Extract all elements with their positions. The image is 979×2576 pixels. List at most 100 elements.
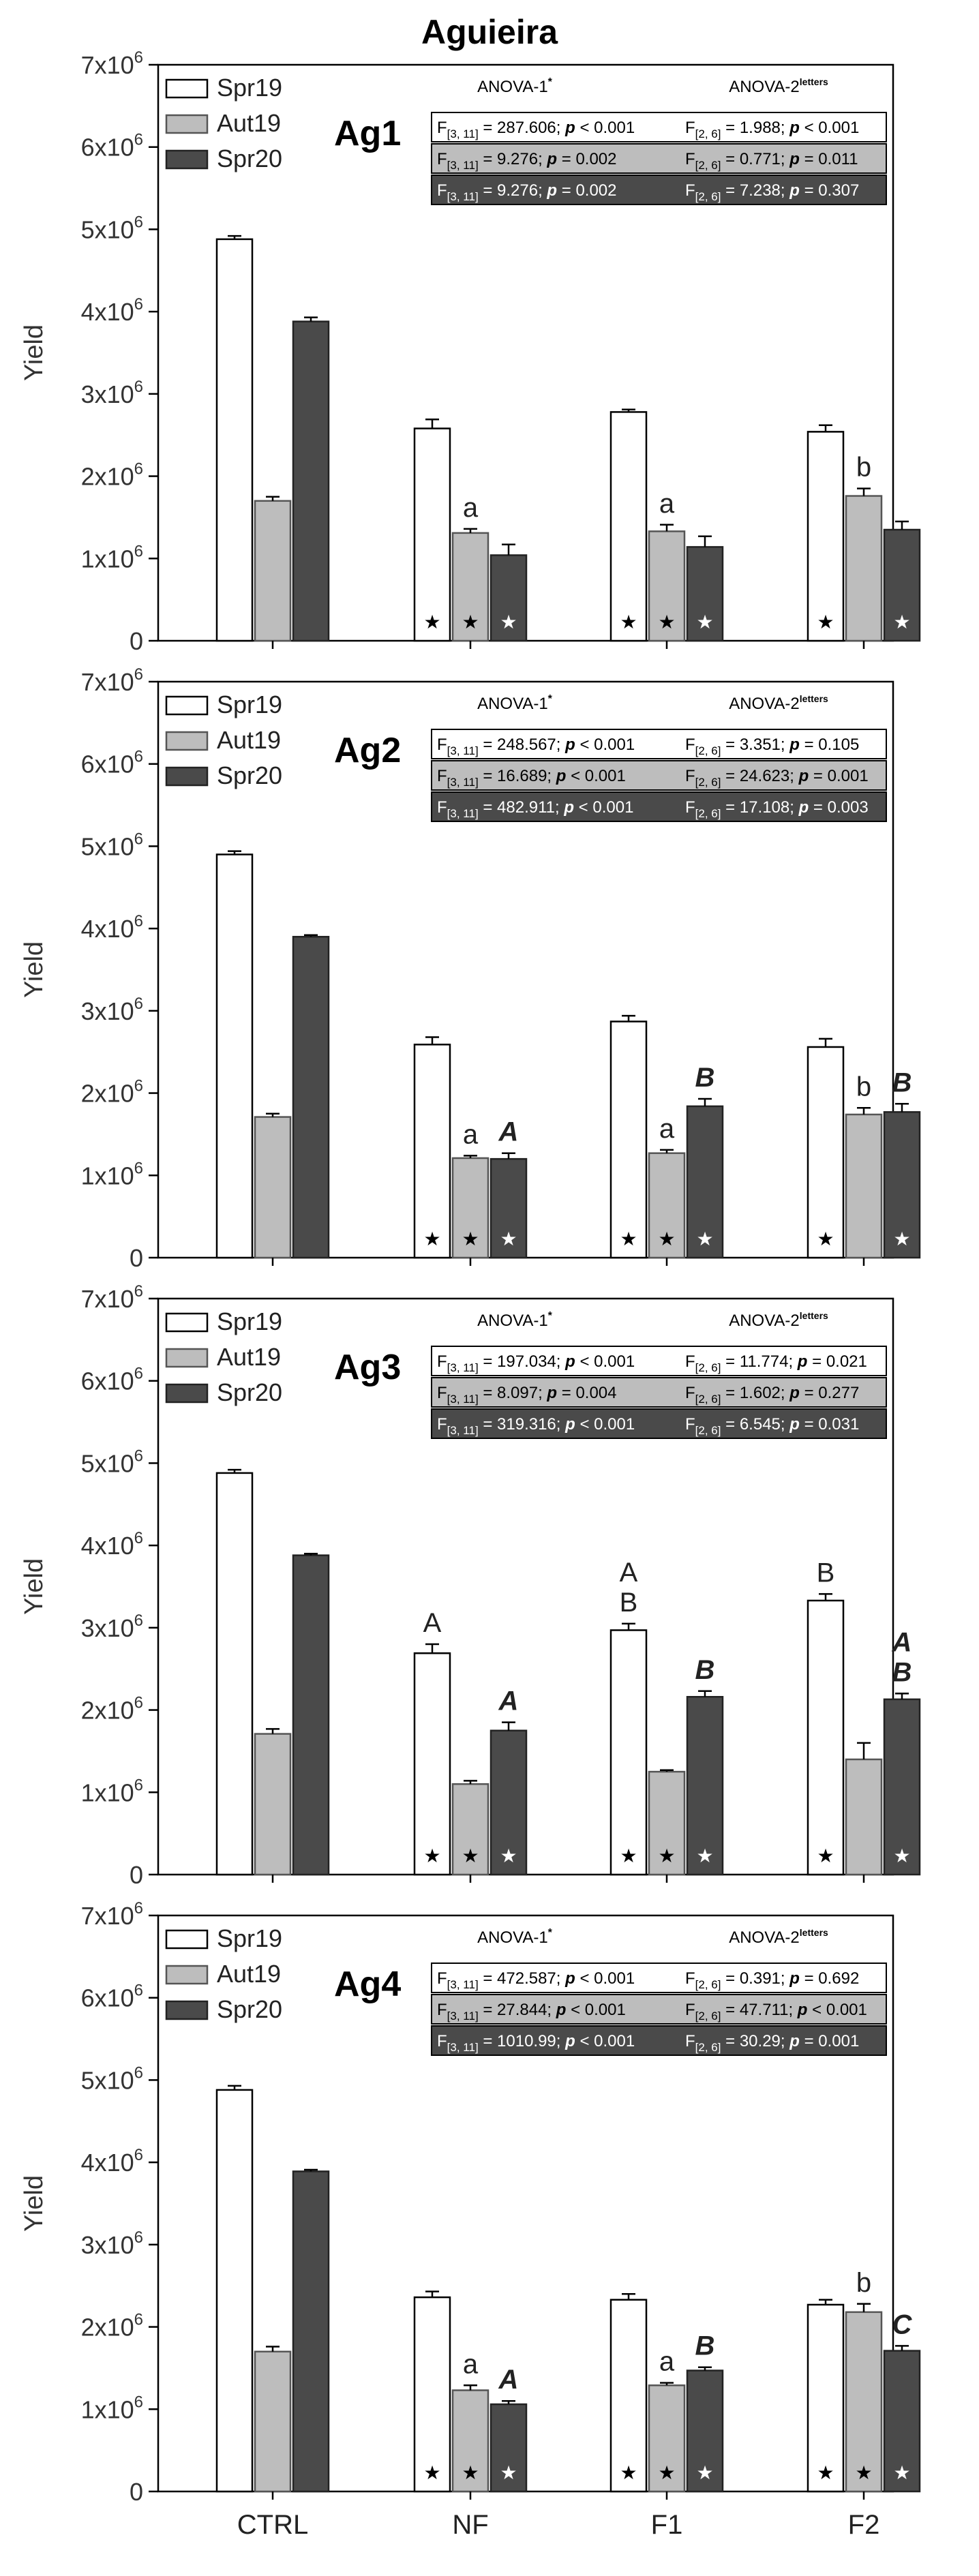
anova1-header: ANOVA-1* [477,1310,553,1330]
group-letter: B [695,2331,715,2361]
stats-anova1-cell: F[3, 11] = 482.911; p < 0.001 [437,798,633,820]
y-tick-base: 5x10 [81,2066,134,2094]
y-tick-exponent: 6 [134,1365,143,1383]
stat-fvalue: = 472.587; [479,1969,565,1988]
bar-spr20-f2 [883,2350,921,2493]
stat-f: F [685,798,695,817]
y-tick-exponent: 6 [134,460,143,479]
stat-pvalue: < 0.001 [566,2001,625,2019]
bar-aut19-ctrl [254,1116,292,1259]
panel-label: Ag2 [334,731,401,770]
stat-df: [3, 11] [447,2041,479,2054]
significance-star: ★ [817,611,834,633]
group-letter: b [856,2268,871,2298]
stat-pvalue: = 0.003 [809,798,868,817]
stat-df: [2, 6] [695,1424,721,1437]
bar-aut19-ctrl [254,2350,292,2493]
stats-row-bg [431,1408,887,1439]
anova1-header-sup: * [548,76,553,88]
y-tick-exponent: 6 [134,748,143,766]
stat-df: [3, 11] [447,2010,479,2022]
stat-f: F [437,2032,447,2050]
stat-df: [2, 6] [695,744,721,757]
stat-f: F [437,1415,447,1434]
anova2-header-sup: letters [800,693,828,704]
stat-fvalue: = 0.391; [721,1969,789,1988]
bar-aut19-ctrl [254,500,292,642]
y-tick-label: 6x106 [81,748,143,778]
stat-p-symbol: p [798,767,809,785]
significance-star: ★ [893,611,910,633]
stats-anova2-cell: F[2, 6] = 30.29; p = 0.001 [685,2032,859,2054]
stat-pvalue: < 0.001 [575,1969,635,1988]
significance-star: ★ [462,2461,479,2484]
bar-aut19-f2 [845,495,883,642]
y-tick-base: 2x10 [81,1697,134,1725]
group-letter: a [659,2347,675,2377]
y-tick-base: 3x10 [81,1614,134,1642]
stat-df: [2, 6] [695,190,721,203]
stat-f: F [685,119,695,137]
stat-fvalue: = 197.034; [479,1352,565,1371]
stat-df: [3, 11] [447,807,479,820]
stat-fvalue: = 17.108; [721,798,798,817]
stat-pvalue: = 0.692 [800,1969,859,1988]
bar-spr19-nf [413,427,451,642]
y-tick-label: 7x106 [81,1282,143,1313]
stat-p-symbol: p [789,2032,800,2050]
stat-p-symbol: p [564,1415,575,1434]
stat-fvalue: = 27.844; [479,2001,556,2019]
stat-p-symbol: p [789,1969,800,1988]
stat-pvalue: = 0.001 [809,767,868,785]
y-tick-exponent: 6 [134,1529,143,1547]
significance-star: ★ [893,2461,910,2484]
group-letter: b [856,453,871,483]
stats-anova1-cell: F[3, 11] = 248.567; p < 0.001 [437,736,635,757]
y-axis-label: Yield [20,941,48,998]
stat-pvalue: = 0.011 [800,150,858,168]
y-tick-base: 4x10 [81,2149,134,2177]
stats-row-bg [431,143,887,174]
stats-row-bg [431,791,887,822]
stat-f: F [437,736,447,754]
anova1-header-sup: * [548,693,553,705]
stat-f: F [437,798,447,817]
significance-star: ★ [423,2461,440,2484]
y-tick-label: 5x106 [81,830,143,860]
stat-pvalue: < 0.001 [800,119,859,137]
stats-anova2-cell: F[2, 6] = 47.711; p < 0.001 [685,2001,867,2022]
significance-star: ★ [500,1228,517,1250]
bar-spr19-ctrl [215,853,254,1259]
stat-pvalue: = 0.002 [557,150,616,168]
y-tick-label: 0 [130,627,143,655]
anova2-header-sup: letters [800,1927,828,1938]
bar-spr19-nf [413,1652,451,1876]
y-tick-base: 5x10 [81,832,134,860]
significance-star: ★ [893,1845,910,1867]
stats-anova1-cell: F[3, 11] = 472.587; p < 0.001 [437,1969,635,1991]
anova2-header-text: ANOVA-2 [729,1312,800,1330]
stat-f: F [437,1352,447,1371]
stat-pvalue: = 0.002 [557,181,616,200]
significance-star: ★ [500,1845,517,1867]
stat-df: [2, 6] [695,127,721,140]
y-tick-label: 2x106 [81,1694,143,1725]
legend-label: Spr20 [217,761,282,789]
stats-anova2-cell: F[2, 6] = 0.391; p = 0.692 [685,1969,859,1991]
group-letter: B [892,1067,912,1097]
bar-aut19-nf [451,1783,490,1876]
significance-star: ★ [423,1845,440,1867]
significance-star: ★ [620,2461,637,2484]
y-tick-label: 0 [130,1244,143,1272]
group-letter: B [817,1558,835,1588]
y-tick-base: 0 [130,1861,143,1889]
stat-fvalue: = 6.545; [721,1415,789,1434]
significance-star: ★ [620,1228,637,1250]
legend-swatch [165,1312,209,1333]
stat-p-symbol: p [563,798,574,817]
stat-f: F [685,2001,695,2019]
stat-pvalue: < 0.001 [575,1352,635,1371]
y-tick-label: 4x106 [81,1529,143,1560]
y-tick-label: 7x106 [81,1899,143,1930]
